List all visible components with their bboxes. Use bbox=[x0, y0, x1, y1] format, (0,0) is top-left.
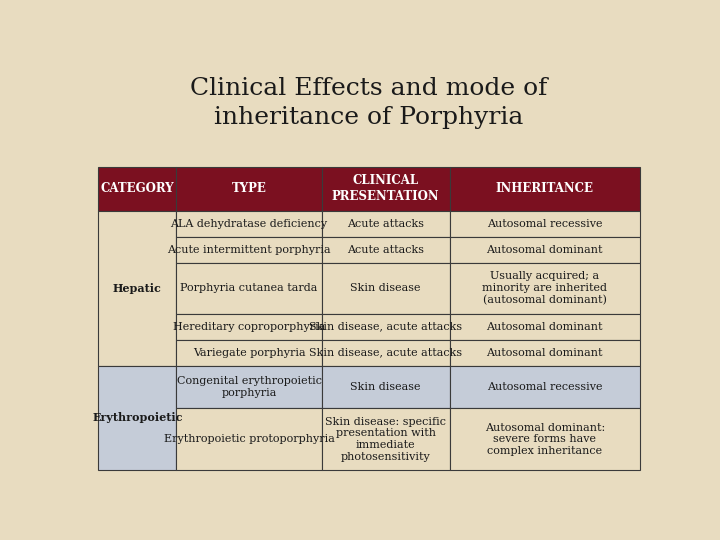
Bar bbox=[176, 366, 322, 408]
Bar bbox=[176, 167, 322, 211]
Text: Autosomal dominant: Autosomal dominant bbox=[487, 322, 603, 332]
Text: Skin disease: specific
presentation with
immediate
photosensitivity: Skin disease: specific presentation with… bbox=[325, 417, 446, 462]
Text: Variegate porphyria: Variegate porphyria bbox=[193, 348, 305, 357]
Bar bbox=[322, 167, 450, 211]
Text: Erythropoietic: Erythropoietic bbox=[92, 413, 183, 423]
Bar bbox=[450, 167, 639, 211]
Bar bbox=[176, 237, 322, 263]
Bar bbox=[99, 366, 176, 470]
Text: Autosomal dominant: Autosomal dominant bbox=[487, 348, 603, 357]
Bar bbox=[322, 263, 450, 314]
Text: Skin disease, acute attacks: Skin disease, acute attacks bbox=[309, 322, 462, 332]
Text: Hereditary coproporphyria: Hereditary coproporphyria bbox=[173, 322, 325, 332]
Bar bbox=[450, 408, 639, 470]
Bar bbox=[176, 340, 322, 366]
Bar bbox=[99, 167, 176, 211]
Bar bbox=[450, 237, 639, 263]
Text: Autosomal recessive: Autosomal recessive bbox=[487, 382, 603, 392]
Bar bbox=[322, 314, 450, 340]
Text: Acute attacks: Acute attacks bbox=[347, 245, 424, 255]
Text: Acute intermittent porphyria: Acute intermittent porphyria bbox=[167, 245, 331, 255]
Text: Erythropoietic protoporphyria: Erythropoietic protoporphyria bbox=[163, 434, 335, 444]
Text: Autosomal recessive: Autosomal recessive bbox=[487, 219, 603, 229]
Text: TYPE: TYPE bbox=[232, 182, 266, 195]
Text: Clinical Effects and mode of
inheritance of Porphyria: Clinical Effects and mode of inheritance… bbox=[190, 77, 548, 129]
Text: Autosomal dominant:
severe forms have
complex inheritance: Autosomal dominant: severe forms have co… bbox=[485, 423, 605, 456]
Text: Skin disease: Skin disease bbox=[351, 284, 421, 293]
Bar bbox=[176, 211, 322, 237]
Bar bbox=[450, 211, 639, 237]
Bar bbox=[322, 408, 450, 470]
Text: Porphyria cutanea tarda: Porphyria cutanea tarda bbox=[180, 284, 318, 293]
Text: Skin disease, acute attacks: Skin disease, acute attacks bbox=[309, 348, 462, 357]
Text: CLINICAL
PRESENTATION: CLINICAL PRESENTATION bbox=[332, 174, 439, 203]
Bar bbox=[322, 340, 450, 366]
Bar bbox=[176, 263, 322, 314]
Bar bbox=[322, 211, 450, 237]
Bar bbox=[322, 237, 450, 263]
Bar bbox=[450, 340, 639, 366]
Text: Usually acquired; a
minority are inherited
(autosomal dominant): Usually acquired; a minority are inherit… bbox=[482, 272, 607, 305]
Bar bbox=[176, 314, 322, 340]
Text: Congenital erythropoietic
porphyria: Congenital erythropoietic porphyria bbox=[176, 376, 322, 398]
Text: CATEGORY: CATEGORY bbox=[101, 182, 174, 195]
Text: Hepatic: Hepatic bbox=[113, 283, 162, 294]
Bar bbox=[99, 211, 176, 366]
Bar bbox=[322, 366, 450, 408]
Text: ALA dehydratase deficiency: ALA dehydratase deficiency bbox=[171, 219, 328, 229]
Text: Acute attacks: Acute attacks bbox=[347, 219, 424, 229]
Bar bbox=[450, 366, 639, 408]
Bar bbox=[450, 263, 639, 314]
Text: Autosomal dominant: Autosomal dominant bbox=[487, 245, 603, 255]
Text: Skin disease: Skin disease bbox=[351, 382, 421, 392]
Bar bbox=[450, 314, 639, 340]
Bar bbox=[176, 408, 322, 470]
Text: INHERITANCE: INHERITANCE bbox=[496, 182, 594, 195]
